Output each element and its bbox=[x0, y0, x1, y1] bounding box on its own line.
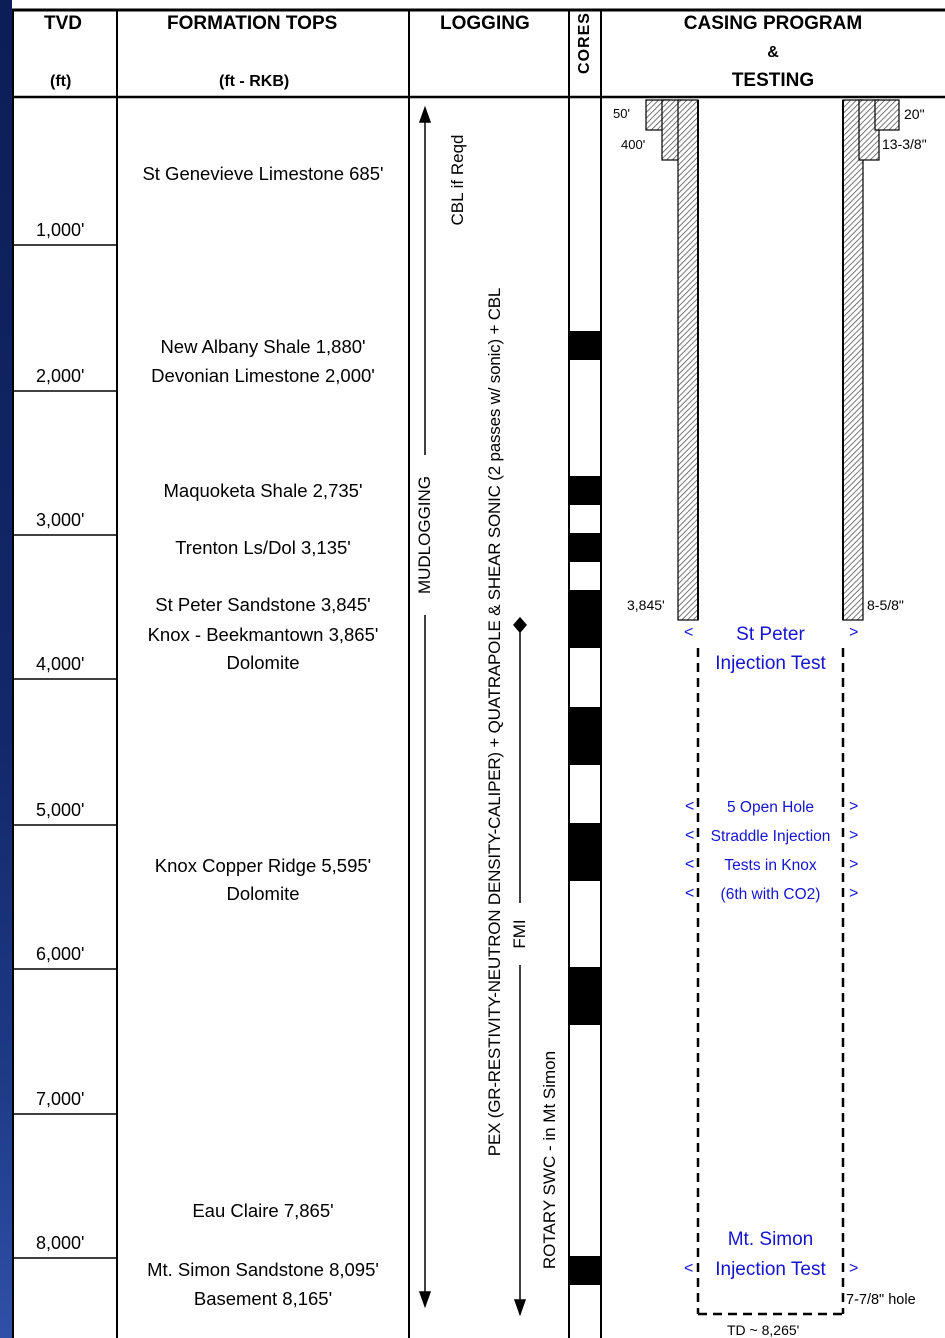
st-peter-test-line1: St Peter bbox=[736, 624, 805, 645]
st-peter-test-line2: Injection Test bbox=[715, 653, 826, 674]
knox-test-line: Tests in Knox bbox=[724, 857, 817, 874]
tvd-header: TVD bbox=[44, 13, 82, 34]
depth-label: 6,000' bbox=[36, 944, 85, 964]
conductor-size: 20" bbox=[904, 106, 925, 122]
st-peter-arrow-left: < bbox=[684, 624, 694, 641]
knox-arrow-left: < bbox=[685, 856, 695, 873]
formation-unit: (ft - RKB) bbox=[219, 73, 290, 90]
intermediate-casing-size: 8-5/8" bbox=[867, 597, 904, 613]
depth-label: 8,000' bbox=[36, 1233, 85, 1253]
depth-label: 4,000' bbox=[36, 654, 85, 674]
slide-background-strip bbox=[0, 0, 12, 1338]
logging-header: LOGGING bbox=[440, 13, 530, 34]
knox-test-line: Straddle Injection bbox=[710, 828, 831, 845]
knox-arrow-right: > bbox=[849, 798, 859, 815]
knox-arrow-left: < bbox=[685, 827, 695, 844]
casing-header-line1: CASING PROGRAM bbox=[683, 13, 863, 34]
mt-simon-arrow-right: > bbox=[849, 1260, 859, 1277]
formation-top: Dolomite bbox=[226, 652, 300, 673]
sonic-log-label: PEX (GR-RESTIVITY-NEUTRON DENSITY-CALIPE… bbox=[485, 287, 504, 1157]
casing-header-line3: TESTING bbox=[731, 70, 815, 91]
logging-arrows bbox=[418, 105, 527, 1317]
formation-top: Basement 8,165' bbox=[193, 1288, 333, 1309]
casing-header-line2: & bbox=[767, 44, 779, 61]
depth-label: 1,000' bbox=[36, 220, 85, 240]
knox-test-line: (6th with CO2) bbox=[720, 886, 821, 903]
open-hole bbox=[696, 648, 845, 1316]
rotary-swc-label: ROTARY SWC - in Mt Simon bbox=[540, 1050, 559, 1270]
fmi-label: FMI bbox=[510, 919, 529, 949]
knox-arrow-right: > bbox=[849, 856, 859, 873]
formation-top: Trenton Ls/Dol 3,135' bbox=[175, 537, 351, 558]
formation-tops-header: FORMATION TOPS bbox=[167, 13, 338, 34]
formation-top: Devonian Limestone 2,000' bbox=[151, 365, 375, 386]
cores-header: CORES bbox=[576, 12, 593, 74]
formation-top: St Peter Sandstone 3,845' bbox=[155, 594, 371, 615]
st-peter-arrow-right: > bbox=[849, 624, 859, 641]
depth-label: 2,000' bbox=[36, 366, 85, 386]
hole-size: 7-7/8" hole bbox=[846, 1292, 916, 1308]
knox-arrow-right: > bbox=[849, 885, 859, 902]
depth-label: 5,000' bbox=[36, 800, 85, 820]
formation-top: Knox - Beekmantown 3,865' bbox=[147, 624, 379, 645]
formation-top: Eau Claire 7,865' bbox=[192, 1200, 334, 1221]
formation-top: Knox Copper Ridge 5,595' bbox=[154, 855, 372, 876]
formation-top: Dolomite bbox=[226, 883, 300, 904]
formation-top: Mt. Simon Sandstone 8,095' bbox=[147, 1259, 379, 1280]
casing-left bbox=[645, 99, 699, 621]
mt-simon-test-line1: Mt. Simon bbox=[727, 1229, 814, 1250]
core-intervals bbox=[569, 331, 601, 1285]
conductor-depth: 50' bbox=[613, 106, 630, 121]
knox-test-line: 5 Open Hole bbox=[726, 799, 815, 816]
knox-arrow-left: < bbox=[685, 885, 695, 902]
intermediate-casing-depth: 3,845' bbox=[627, 597, 665, 613]
surface-casing-depth: 400' bbox=[621, 137, 646, 152]
formation-top: St Genevieve Limestone 685' bbox=[142, 163, 384, 184]
depth-label: 3,000' bbox=[36, 510, 85, 530]
surface-casing-size: 13-3/8" bbox=[882, 136, 927, 152]
total-depth: TD ~ 8,265' bbox=[727, 1322, 800, 1338]
depth-label: 7,000' bbox=[36, 1089, 85, 1109]
tvd-unit: (ft) bbox=[50, 73, 72, 90]
mt-simon-test-line2: Injection Test bbox=[715, 1259, 826, 1280]
formation-top: Maquoketa Shale 2,735' bbox=[163, 480, 363, 501]
formation-top: New Albany Shale 1,880' bbox=[160, 336, 366, 357]
casing-right bbox=[842, 99, 900, 621]
knox-arrow-left: < bbox=[685, 798, 695, 815]
depth-gridlines bbox=[13, 244, 117, 1259]
mt-simon-arrow-left: < bbox=[684, 1260, 694, 1277]
mudlogging-label: MUDLOGGING bbox=[415, 475, 434, 595]
cbl-label: CBL if Reqd bbox=[448, 134, 467, 226]
knox-arrow-right: > bbox=[849, 827, 859, 844]
